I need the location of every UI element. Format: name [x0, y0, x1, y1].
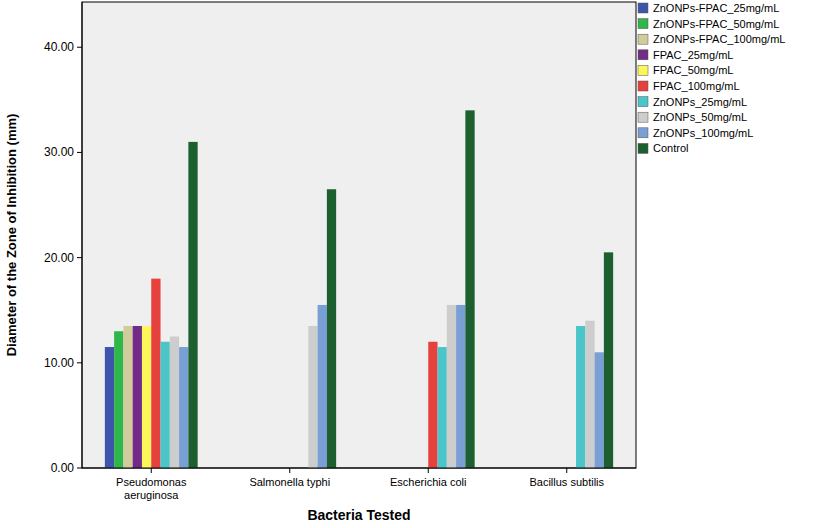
x-tick-label: Pseudomonasaeruginosa [116, 476, 187, 501]
x-tick-label: Bacillus subtilis [529, 476, 604, 488]
bars [105, 110, 613, 468]
bar [179, 347, 188, 468]
label-line: Pseudomonas [116, 476, 187, 488]
x-axis-title: Bacteria Tested [307, 507, 410, 523]
bar [105, 347, 114, 468]
bar [327, 189, 336, 468]
bar [465, 110, 474, 468]
bar [595, 352, 604, 468]
bar [456, 305, 465, 468]
legend-swatch [638, 128, 648, 138]
legend: ZnONPs-FPAC_25mg/mL ZnONPs-FPAC_50mg/mL Zn… [638, 2, 785, 154]
x-tick-label: Escherichia coli [390, 476, 466, 488]
legend-swatch [638, 97, 648, 107]
legend-label: ZnONPs-FPAC_50mg/mL [653, 18, 779, 30]
x-tick [428, 468, 429, 473]
legend-label: ZnONPs-FPAC_25mg/mL [653, 2, 779, 14]
bar [161, 342, 170, 468]
bar [151, 279, 160, 468]
label-line: aeruginosa [124, 489, 179, 501]
bar [428, 342, 437, 468]
y-tick-label: 20.00 [44, 251, 74, 265]
bar [585, 321, 594, 468]
bar [576, 326, 585, 468]
y-tick-label: 40.00 [44, 40, 74, 54]
legend-swatch [638, 19, 648, 29]
y-tick-label: 30.00 [44, 145, 74, 159]
legend-swatch [638, 34, 648, 44]
bar [114, 331, 123, 468]
legend-label: ZnONPs-FPAC_100mg/mL [653, 33, 785, 45]
bar [447, 305, 456, 468]
x-axis [82, 468, 636, 469]
x-tick [151, 468, 152, 473]
bar [123, 326, 132, 468]
legend-swatch [638, 65, 648, 75]
legend-label: ZnONPs_100mg/mL [653, 127, 753, 139]
y-axis [82, 2, 83, 468]
legend-swatch [638, 3, 648, 13]
bar [604, 252, 613, 468]
bar [318, 305, 327, 468]
chart: 0.00 10.00 20.00 30.00 40.00 Pseudomonasaerug… [0, 0, 827, 528]
x-tick [566, 468, 567, 473]
bar [170, 337, 179, 468]
legend-label: FPAC_25mg/mL [653, 49, 734, 61]
legend-label: ZnONPs_25mg/mL [653, 96, 747, 108]
y-tick [77, 362, 82, 363]
bar [188, 142, 197, 468]
legend-label: Control [653, 142, 688, 154]
bar [308, 326, 317, 468]
legend-label: ZnONPs_50mg/mL [653, 111, 747, 123]
x-tick-label: Salmonella typhi [249, 476, 330, 488]
y-tick [77, 152, 82, 153]
legend-label: FPAC_100mg/mL [653, 80, 740, 92]
bar [133, 326, 142, 468]
bar [142, 326, 151, 468]
y-tick-label: 10.00 [44, 356, 74, 370]
x-tick [289, 468, 290, 473]
legend-swatch [638, 143, 648, 153]
legend-swatch [638, 112, 648, 122]
legend-swatch [638, 50, 648, 60]
legend-swatch [638, 81, 648, 91]
y-axis-title: Diameter of the Zone of Inhibition (mm) [4, 114, 19, 357]
bar [438, 347, 447, 468]
y-tick-label: 0.00 [51, 461, 75, 475]
y-tick [77, 468, 82, 469]
y-tick [77, 257, 82, 258]
plot-area [82, 2, 636, 468]
y-tick [77, 47, 82, 48]
legend-label: FPAC_50mg/mL [653, 64, 734, 76]
